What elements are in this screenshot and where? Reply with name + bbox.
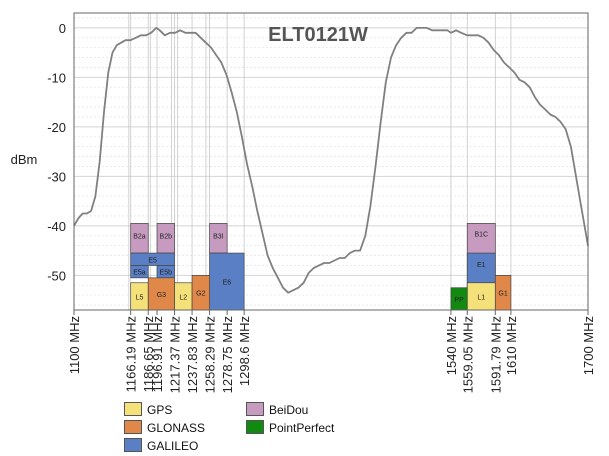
x-tick-label: 1278.75 MHz xyxy=(220,316,235,393)
legend-label-pointperfect: PointPerfect xyxy=(269,421,335,435)
x-tick-label: 1237.83 MHz xyxy=(185,316,200,393)
legend-label-beidou: BeiDou xyxy=(269,403,309,417)
x-tick-label: 1196.91 MHz xyxy=(150,316,165,392)
x-tick-label: 1559.05 MHz xyxy=(460,316,475,393)
legend-swatch-beidou xyxy=(246,402,264,416)
x-tick-label: 1591.79 MHz xyxy=(488,316,503,393)
x-tick-label: 1298.6 MHz xyxy=(237,316,252,386)
band-label-e1: E1 xyxy=(477,262,486,269)
band-label-g3: G3 xyxy=(157,292,166,299)
y-tick-label: -10 xyxy=(47,70,66,85)
band-label-b1c: B1C xyxy=(474,231,488,238)
y-tick-label: -40 xyxy=(47,219,66,234)
y-tick-label: -50 xyxy=(47,268,66,283)
y-tick-label: -20 xyxy=(47,120,66,135)
band-label-l2: L2 xyxy=(179,294,187,301)
band-label-e6: E6 xyxy=(223,280,232,287)
legend-swatch-pointperfect xyxy=(246,420,264,434)
band-label-g1: G1 xyxy=(498,291,507,298)
band-l1 xyxy=(466,282,496,311)
band-e5 xyxy=(130,252,175,266)
legend-swatch-glonass xyxy=(124,420,142,434)
band-label-e5: E5 xyxy=(148,257,157,264)
y-tick-label: 0 xyxy=(59,21,66,36)
legend-label-glonass: GLONASS xyxy=(147,421,206,435)
band-label-b2b: B2b xyxy=(160,233,173,240)
x-tick-label: 1166.19 MHz xyxy=(124,316,139,392)
band-label-pp: PP xyxy=(454,297,464,304)
legend-swatch-gps xyxy=(124,402,142,416)
legend-label-galileo: GALILEO xyxy=(147,439,199,453)
legend-swatch-galileo xyxy=(124,438,142,452)
x-tick-label: 1100 MHz xyxy=(67,316,82,374)
band-label-b2a: B2a xyxy=(133,233,146,240)
x-tick-label: 1217.37 MHz xyxy=(168,316,183,393)
x-tick-label: 1540 MHz xyxy=(444,316,459,375)
band-label-g2: G2 xyxy=(196,291,205,298)
plot-frame xyxy=(73,12,589,311)
y-axis-label: dBm xyxy=(11,152,38,167)
band-label-b3i: B3I xyxy=(213,233,224,240)
band-e5a xyxy=(130,265,149,279)
series-line-0 xyxy=(73,27,589,294)
band-label-l1: L1 xyxy=(477,294,485,301)
chart-title: ELT0121W xyxy=(268,24,368,46)
x-tick-label: 1258.29 MHz xyxy=(203,316,218,393)
band-label-l5: L5 xyxy=(136,294,144,301)
y-tick-label: -30 xyxy=(47,169,66,184)
legend-label-gps: GPS xyxy=(147,403,173,417)
band-e6 xyxy=(209,252,245,311)
band-label-e5a: E5a xyxy=(133,270,146,277)
x-tick-label: 1700 MHz xyxy=(581,316,596,375)
band-label-e5b: E5b xyxy=(160,270,173,277)
x-tick-label: 1610 MHz xyxy=(504,316,519,375)
band-g3 xyxy=(147,277,175,311)
x-tick-label: 1186.65 MHz xyxy=(141,316,156,392)
